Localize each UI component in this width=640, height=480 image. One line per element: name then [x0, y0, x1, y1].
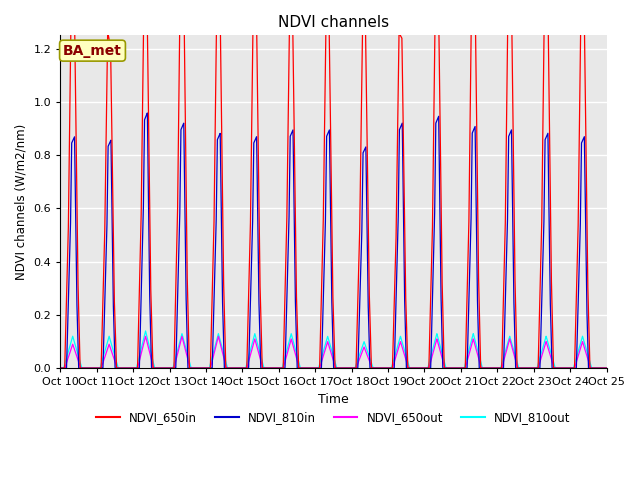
Text: BA_met: BA_met	[63, 44, 122, 58]
Line: NDVI_650out: NDVI_650out	[60, 336, 607, 368]
Title: NDVI channels: NDVI channels	[278, 15, 389, 30]
NDVI_650out	[168, 365, 175, 371]
NDVI_650in	[486, 365, 494, 371]
NDVI_650out	[603, 365, 611, 371]
NDVI_650out	[141, 334, 149, 339]
NDVI_810out	[409, 365, 417, 371]
NDVI_810in	[261, 365, 269, 371]
NDVI_650in	[409, 365, 417, 371]
NDVI_650in	[261, 365, 269, 371]
NDVI_810in	[168, 365, 175, 371]
NDVI_650out	[409, 365, 417, 371]
NDVI_810in	[486, 365, 494, 371]
NDVI_650in	[173, 228, 181, 234]
NDVI_650in	[601, 365, 609, 371]
NDVI_650out	[261, 365, 269, 371]
Legend: NDVI_650in, NDVI_810in, NDVI_650out, NDVI_810out: NDVI_650in, NDVI_810in, NDVI_650out, NDV…	[92, 407, 575, 429]
NDVI_810out	[261, 365, 269, 371]
NDVI_810out	[168, 365, 175, 371]
Y-axis label: NDVI channels (W/m2/nm): NDVI channels (W/m2/nm)	[15, 124, 28, 280]
NDVI_810in	[173, 310, 181, 316]
NDVI_650out	[486, 365, 494, 371]
NDVI_650out	[601, 365, 609, 371]
NDVI_810out	[56, 365, 64, 371]
NDVI_810out	[601, 365, 609, 371]
NDVI_810out	[603, 365, 611, 371]
NDVI_810in	[603, 365, 611, 371]
NDVI_810in	[409, 365, 417, 371]
NDVI_650out	[56, 365, 64, 371]
NDVI_650in	[603, 365, 611, 371]
Line: NDVI_650in: NDVI_650in	[60, 0, 607, 368]
X-axis label: Time: Time	[318, 393, 349, 406]
NDVI_810out	[141, 328, 149, 334]
Line: NDVI_810out: NDVI_810out	[60, 331, 607, 368]
NDVI_650in	[56, 365, 64, 371]
NDVI_810in	[601, 365, 609, 371]
NDVI_650in	[168, 365, 175, 371]
NDVI_810out	[486, 365, 494, 371]
NDVI_810out	[173, 348, 181, 354]
NDVI_810in	[56, 365, 64, 371]
NDVI_650out	[173, 352, 181, 358]
NDVI_810in	[143, 110, 151, 116]
Line: NDVI_810in: NDVI_810in	[60, 113, 607, 368]
